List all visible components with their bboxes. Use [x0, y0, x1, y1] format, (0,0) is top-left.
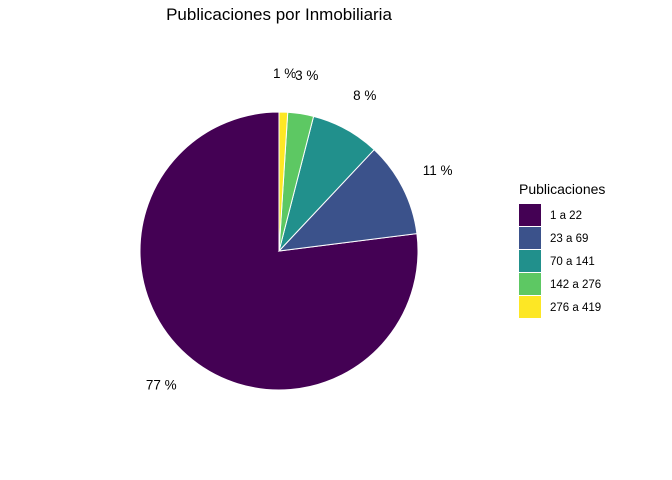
legend-swatch-3: [519, 250, 541, 272]
slice-label-3: 8 %: [353, 88, 376, 103]
legend-label-4: 142 a 276: [550, 279, 601, 291]
slice-label-5: 1 %: [273, 66, 296, 81]
slice-label-4: 3 %: [295, 68, 318, 83]
legend-title: Publicaciones: [519, 181, 605, 197]
legend-label-2: 23 a 69: [550, 233, 588, 245]
legend-swatch-5: [519, 296, 541, 318]
legend-label-1: 1 a 22: [550, 210, 582, 222]
legend: Publicaciones 1 a 22 23 a 69 70 a 141 142 a…: [519, 181, 605, 318]
chart-title: Publicaciones por Inmobiliaria: [166, 5, 392, 24]
pie-slice-5: [278, 111, 289, 252]
pie-slice-2: [277, 148, 418, 252]
slice-label-2: 11 %: [423, 163, 453, 178]
legend-label-3: 70 a 141: [550, 256, 595, 268]
legend-label-5: 276 a 419: [550, 302, 601, 314]
legend-swatch-1: [519, 204, 541, 226]
slice-label-1: 77 %: [146, 378, 177, 393]
pie-slice-1: [139, 111, 419, 391]
legend-swatch-4: [519, 273, 541, 295]
pie-slices: [139, 111, 419, 391]
pie-labels: 77 % 11 % 8 % 3 %1 %: [146, 66, 453, 392]
legend-swatch-2: [519, 227, 541, 249]
